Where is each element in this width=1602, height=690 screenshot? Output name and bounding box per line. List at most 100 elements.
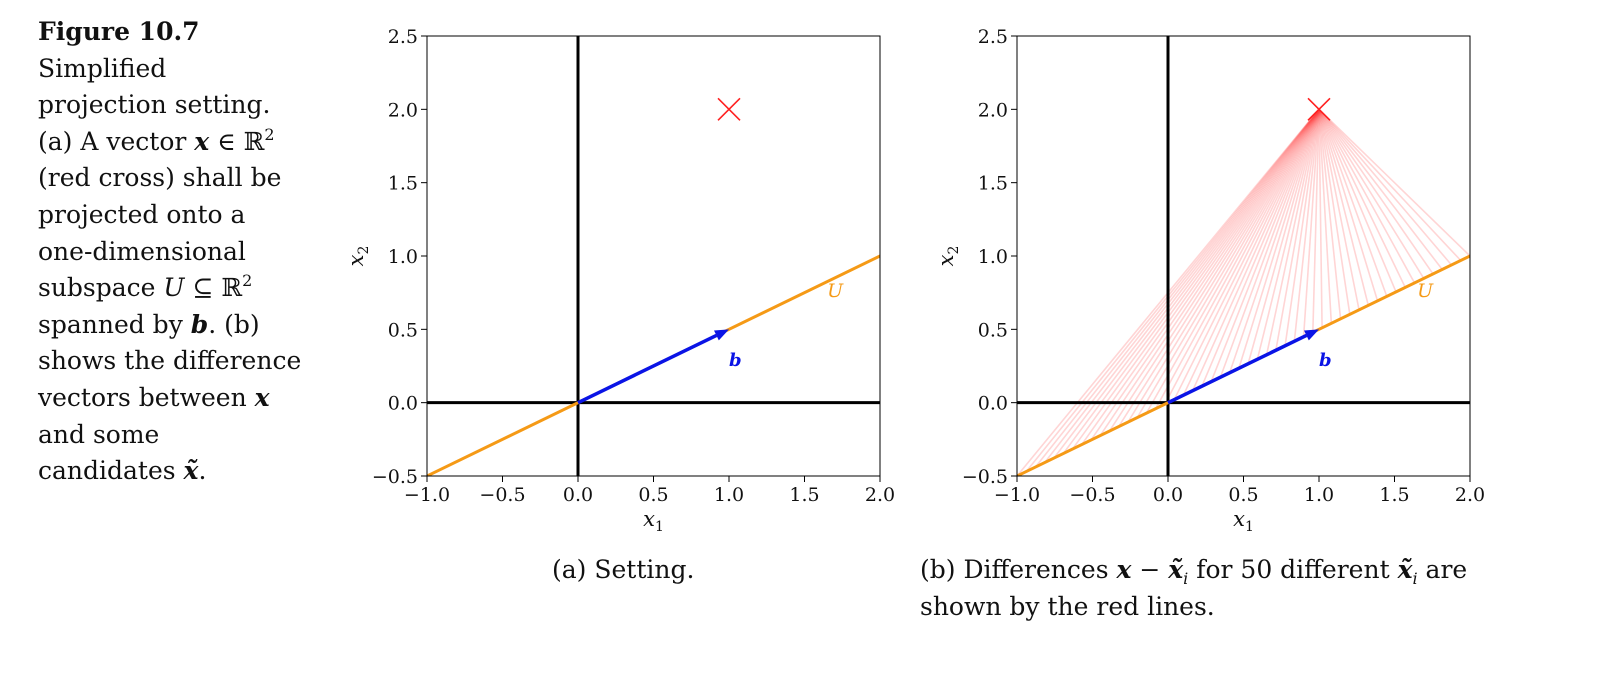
y-tick-label: 1.5: [388, 173, 418, 195]
caption-text: .: [198, 456, 207, 486]
x-axis-label-sub: 1: [1245, 519, 1254, 535]
x-axis-label-sub: 1: [655, 519, 664, 535]
x-tick-label: −0.5: [479, 484, 525, 506]
point-x-cross: [1307, 97, 1331, 121]
y-axis-label-main: x: [345, 254, 368, 266]
math-x: x: [1116, 555, 1132, 584]
difference-line: [1228, 109, 1320, 373]
difference-line: [1318, 109, 1360, 311]
difference-line: [1099, 108, 1320, 437]
difference-line: [1090, 108, 1320, 441]
x-tick-label: 0.5: [638, 484, 668, 506]
plot-area: [427, 36, 880, 476]
difference-line: [1318, 109, 1379, 302]
x-tick-label: 0.0: [1153, 484, 1183, 506]
x-tick-label: 1.0: [1304, 484, 1334, 506]
difference-line: [1318, 109, 1397, 293]
caption-text: ∈ ℝ: [209, 126, 265, 156]
difference-line: [1318, 108, 1416, 284]
y-axis-label: x2: [935, 246, 962, 267]
subcaption-b: (b) Differences x − x̃i for 50 different…: [920, 551, 1502, 625]
caption-line: Simplified: [38, 53, 167, 83]
difference-line: [1284, 109, 1320, 346]
y-tick-label: 2.5: [388, 26, 418, 48]
y-axis-label: x2: [345, 246, 372, 267]
subcaption-text: −: [1131, 555, 1169, 584]
difference-line: [1071, 108, 1320, 450]
difference-line: [1247, 109, 1320, 364]
subcaption-text: (b) Differences: [920, 555, 1117, 584]
math-b: b: [190, 309, 209, 339]
difference-line: [1318, 108, 1434, 275]
y-tick-label: −0.5: [962, 466, 1008, 488]
y-tick-label: 1.0: [978, 246, 1008, 268]
subcaption-a: (a) Setting.: [552, 555, 695, 584]
x-axis-label-main: x: [1233, 507, 1245, 531]
difference-line: [1293, 109, 1320, 342]
y-tick-label: 0.5: [978, 319, 1008, 341]
y-tick-label: 2.5: [978, 26, 1008, 48]
x-axis-label-main: x: [643, 507, 655, 531]
difference-line: [1118, 108, 1320, 428]
difference-line: [1164, 108, 1320, 405]
x-tick-label: −0.5: [1069, 484, 1115, 506]
y-axis-label-sub: 2: [356, 246, 372, 255]
caption-text: spanned by: [38, 309, 191, 339]
label-U: U: [827, 280, 844, 302]
x-tick-label: −1.0: [404, 484, 450, 506]
subcaption-text: are: [1417, 555, 1468, 584]
difference-line: [1081, 108, 1320, 446]
subcaption-text: for 50 different: [1188, 555, 1398, 584]
math-x-tilde: x̃: [1397, 555, 1413, 584]
x-axis-label: x1: [1233, 507, 1254, 535]
vector-b: [577, 333, 718, 405]
caption-text: subspace: [38, 273, 164, 303]
math-x-tilde: x̃: [183, 456, 199, 486]
y-tick-label: −0.5: [372, 466, 418, 488]
difference-line: [1154, 108, 1320, 410]
difference-line: [1256, 109, 1320, 360]
plot-a-canvas: Ub−1.0 −0.5 0.0 0.5 1.0 1.5 2.0−0.50.00.51.01.…: [345, 26, 895, 535]
difference-line: [1108, 108, 1320, 432]
difference-line: [1219, 109, 1320, 378]
difference-line: [1318, 108, 1407, 288]
x-tick-label: 2.0: [1455, 484, 1485, 506]
difference-line: [1318, 108, 1425, 279]
math-x: x: [194, 126, 210, 156]
plot-b-canvas: Ub−1.0 −0.5 0.0 0.5 1.0 1.5 2.0−0.50.00.51.01.…: [935, 26, 1485, 535]
x-tick-label: 1.5: [1379, 484, 1409, 506]
x-tick-label: 0.5: [1228, 484, 1258, 506]
difference-line: [1312, 109, 1320, 333]
figure-caption: Figure 10.7 Simplified projection settin…: [38, 14, 308, 490]
difference-line: [1318, 109, 1333, 324]
difference-line: [1318, 109, 1351, 315]
point-x-cross: [717, 97, 741, 121]
figure-label: Figure 10.7: [38, 17, 200, 46]
difference-line: [1062, 108, 1320, 455]
difference-line: [1238, 109, 1320, 369]
difference-line: [1145, 108, 1320, 414]
math-x-tilde: x̃: [1168, 555, 1184, 584]
difference-line: [1318, 108, 1462, 262]
difference-line: [1173, 108, 1320, 401]
difference-line: [1318, 108, 1453, 266]
vector-b-arrowhead: [714, 329, 729, 341]
caption-text: candidates: [38, 456, 184, 486]
difference-line: [1201, 109, 1320, 387]
y-tick-label: 1.0: [388, 246, 418, 268]
x-tick-label: 0.0: [563, 484, 593, 506]
y-tick-label: 0.5: [388, 319, 418, 341]
label-b: b: [729, 350, 742, 371]
y-tick-label: 2.0: [388, 99, 418, 121]
difference-line: [1318, 109, 1388, 297]
difference-line: [1210, 109, 1320, 383]
plot-area: [1017, 36, 1470, 476]
vector-b: [1167, 333, 1308, 405]
vector-b-arrowhead: [1304, 329, 1319, 341]
plot-frame: [426, 35, 881, 477]
subscript-i: i: [1412, 569, 1418, 588]
superscript: 2: [242, 271, 253, 291]
difference-line: [1182, 108, 1320, 396]
caption-line: projection setting.: [38, 90, 271, 120]
